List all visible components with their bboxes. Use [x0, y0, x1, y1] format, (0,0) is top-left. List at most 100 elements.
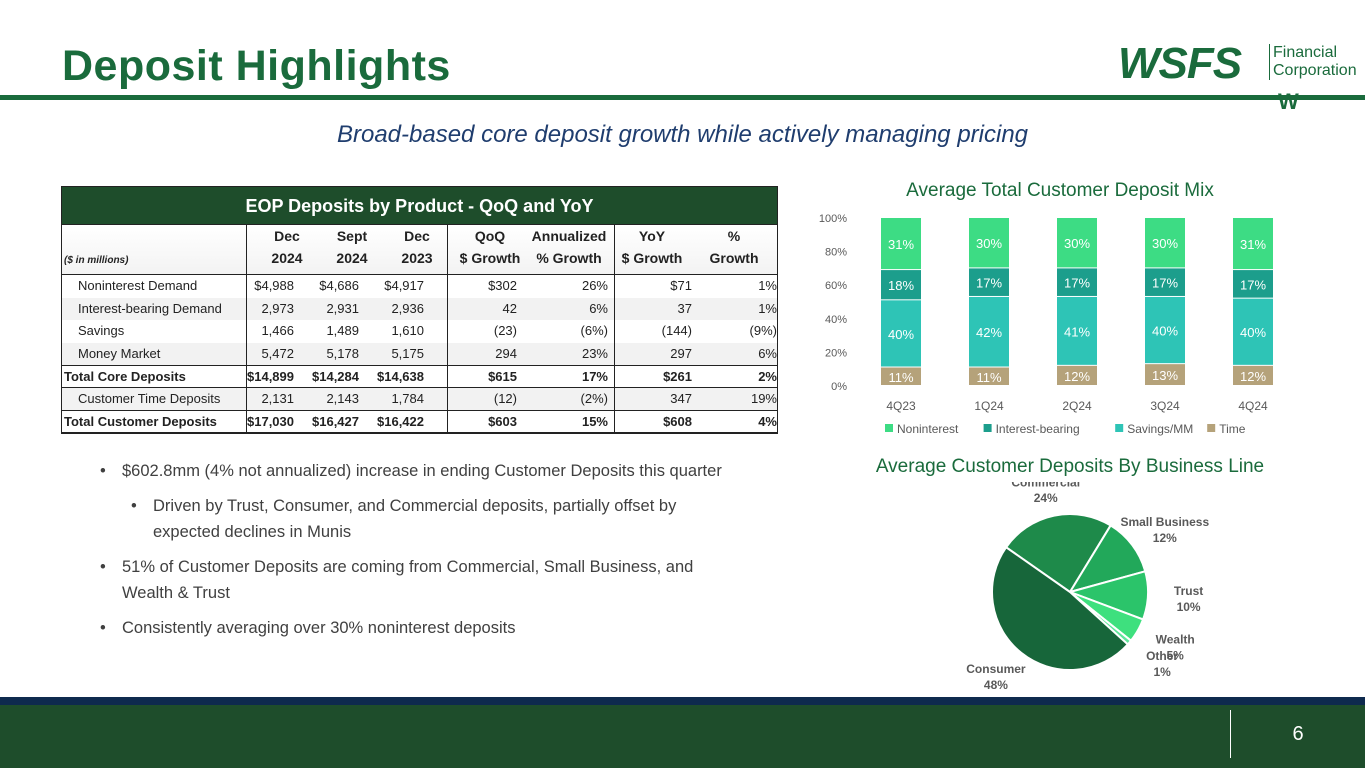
- table-cell: 26%: [581, 278, 608, 293]
- bar-data-label: 12%: [1240, 369, 1266, 384]
- table-cell: $4,686: [319, 278, 359, 293]
- col-header: YoY $ Growth: [621, 228, 683, 266]
- wsfs-logo: WSFS Financial Corporation W: [1118, 39, 1357, 116]
- pie-label: Small Business: [1120, 515, 1209, 529]
- bar-data-label: 17%: [1152, 276, 1178, 291]
- x-tick-label: 4Q23: [886, 399, 916, 413]
- table-divider: [614, 225, 615, 433]
- bar-data-label: 40%: [888, 327, 914, 342]
- row-label: Savings: [78, 323, 125, 338]
- table-cell: 1%: [758, 278, 777, 293]
- table-cell: 1%: [758, 300, 777, 316]
- bar-segment-time: [1145, 364, 1185, 385]
- bar-data-label: 17%: [976, 276, 1002, 291]
- bar-segment-interest-bearing: [1057, 268, 1097, 296]
- legend-swatch: [983, 424, 992, 432]
- table-cell: 1,466: [261, 323, 294, 338]
- bar-data-label: 31%: [888, 237, 914, 252]
- pie-label: Wealth: [1156, 632, 1195, 646]
- table-divider: [246, 225, 247, 433]
- table-total-row: Total Customer Deposits $17,030 $16,427 $16…: [62, 410, 777, 433]
- table-total-row: Total Core Deposits $14,899 $14,284 $14,638…: [62, 365, 777, 388]
- page-title: Deposit Highlights: [62, 42, 451, 90]
- bar-segment-time: [881, 367, 921, 385]
- pie-label: Consumer: [966, 662, 1026, 676]
- table-cell: (23): [493, 323, 517, 338]
- page-subtitle: Broad-based core deposit growth while ac…: [336, 121, 1029, 148]
- table-row: Noninterest Demand $4,988 $4,686 $4,917 $302…: [62, 275, 777, 298]
- row-label: Noninterest Demand: [78, 278, 198, 293]
- bar-data-label: 12%: [1064, 369, 1090, 384]
- pie-value: 24%: [1034, 491, 1058, 505]
- table-cell: $16,427: [312, 414, 359, 429]
- table-cell: 17%: [581, 369, 608, 384]
- x-tick-label: 1Q24: [974, 399, 1004, 413]
- table-row: Money Market 5,472 5,178 5,175 294 23% 297 6%: [62, 342, 777, 365]
- y-tick-label: 60%: [825, 280, 847, 292]
- y-tick-label: 100%: [819, 213, 847, 225]
- bullet-item: 51% of Customer Deposits are coming from…: [100, 554, 740, 606]
- bar-data-label: 41%: [1064, 324, 1090, 339]
- pie-slice-consumer: [991, 545, 1130, 671]
- x-tick-label: 3Q24: [1150, 399, 1180, 413]
- bar-data-label: 18%: [888, 278, 914, 293]
- col-header: Dec 2023: [401, 228, 433, 266]
- table-cell: 347: [670, 390, 692, 406]
- bar-segment-noninterest: [881, 218, 921, 270]
- row-label: Money Market: [78, 345, 161, 361]
- table-cell: 1,784: [391, 390, 424, 406]
- table-cell: 6%: [589, 300, 608, 316]
- table-cell: (6%): [580, 323, 608, 338]
- logo-wordmark: WSFS: [1118, 39, 1242, 88]
- bullet-list: $602.8mm (4% not annualized) increase in…: [100, 458, 740, 650]
- bar-data-label: 40%: [1152, 324, 1178, 339]
- bar-segment-noninterest: [1057, 218, 1097, 268]
- table-cell: $608: [663, 414, 692, 429]
- table-cell: 5,175: [391, 345, 424, 361]
- bar-data-label: 30%: [976, 236, 1002, 251]
- x-tick-label: 4Q24: [1238, 399, 1268, 413]
- legend-swatch: [1115, 424, 1124, 432]
- deposits-table: EOP Deposits by Product - QoQ and YoY ($…: [61, 186, 778, 434]
- table-cell: $603: [488, 414, 517, 429]
- bar-segment-time: [1057, 365, 1097, 385]
- table-cell: 2,131: [261, 390, 294, 406]
- table-cell: 1,610: [391, 323, 424, 338]
- table-body: Noninterest Demand $4,988 $4,686 $4,917 $302…: [62, 275, 777, 433]
- table-cell: 23%: [581, 345, 608, 361]
- x-tick-label: 2Q24: [1062, 399, 1092, 413]
- pie-value: 1%: [1153, 665, 1171, 679]
- table-cell: $615: [488, 369, 517, 384]
- table-row: Interest-bearing Demand 2,973 2,931 2,936 42…: [62, 297, 777, 320]
- table-cell: (9%): [749, 323, 777, 338]
- table-row: Savings 1,466 1,489 1,610 (23) (6%) (144) (9%): [62, 320, 777, 343]
- bar-segment-savings-mm: [1233, 298, 1273, 365]
- pie-label: Commercial: [1011, 482, 1080, 489]
- pie-value: 12%: [1153, 531, 1177, 545]
- pie-label: Trust: [1174, 584, 1203, 598]
- table-cell: $4,988: [254, 278, 294, 293]
- legend-label: Savings/MM: [1127, 422, 1193, 436]
- table-cell: 5,472: [261, 345, 294, 361]
- row-label: Interest-bearing Demand: [78, 300, 222, 316]
- deposit-mix-chart: 0% 20% 40% 60% 80% 100% 11% 40% 18% 31% 4Q23 11% 42%…: [819, 213, 1273, 436]
- business-line-pie-chart: Commercial 24% Small Business 12% Trust 10% We…: [966, 482, 1209, 692]
- table-cell: 5,178: [326, 345, 359, 361]
- table-cell: 297: [670, 345, 692, 361]
- bar-data-label: 11%: [976, 370, 1001, 385]
- logo-subtext: Financial Corporation: [1269, 44, 1357, 80]
- pie-slice-commercial: [1004, 513, 1113, 594]
- row-label: Customer Time Deposits: [78, 390, 221, 406]
- table-cell: 37: [677, 300, 692, 316]
- bar-segment-time: [969, 367, 1009, 385]
- y-tick-label: 20%: [825, 347, 847, 359]
- bullet-subitem: Driven by Trust, Consumer, and Commercia…: [131, 493, 740, 545]
- bar-data-label: 42%: [976, 325, 1002, 340]
- bar-data-label: 17%: [1240, 277, 1266, 292]
- table-cell: $302: [488, 278, 517, 293]
- bar-data-label: 40%: [1240, 325, 1266, 340]
- table-cell: 15%: [581, 414, 608, 429]
- bar-data-label: 30%: [1152, 236, 1178, 251]
- table-cell: 42: [502, 300, 517, 316]
- table-cell: 1,489: [326, 323, 359, 338]
